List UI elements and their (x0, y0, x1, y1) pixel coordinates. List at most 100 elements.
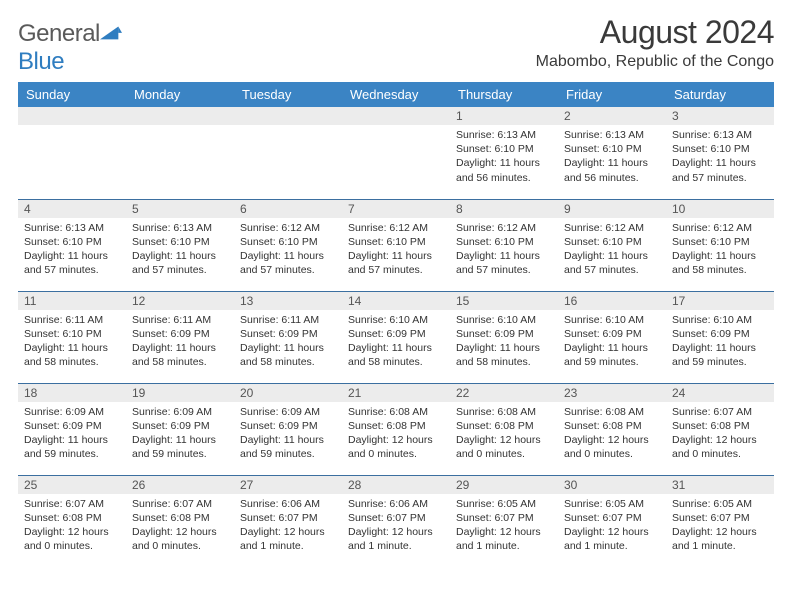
sunset-line: Sunset: 6:10 PM (24, 235, 120, 249)
daylight-line: Daylight: 11 hours and 57 minutes. (456, 249, 552, 277)
daylight-line: Daylight: 12 hours and 1 minute. (456, 525, 552, 553)
cell-body: Sunrise: 6:10 AMSunset: 6:09 PMDaylight:… (666, 310, 774, 376)
calendar-body: 1Sunrise: 6:13 AMSunset: 6:10 PMDaylight… (18, 107, 774, 567)
sunset-line: Sunset: 6:07 PM (348, 511, 444, 525)
calendar-cell: 24Sunrise: 6:07 AMSunset: 6:08 PMDayligh… (666, 383, 774, 475)
calendar-cell: 4Sunrise: 6:13 AMSunset: 6:10 PMDaylight… (18, 199, 126, 291)
cell-body (234, 125, 342, 134)
daylight-line: Daylight: 12 hours and 1 minute. (240, 525, 336, 553)
sunrise-line: Sunrise: 6:11 AM (240, 313, 336, 327)
sunset-line: Sunset: 6:10 PM (24, 327, 120, 341)
day-number: 13 (234, 292, 342, 310)
cell-body: Sunrise: 6:13 AMSunset: 6:10 PMDaylight:… (666, 125, 774, 191)
day-number: 20 (234, 384, 342, 402)
sunrise-line: Sunrise: 6:08 AM (348, 405, 444, 419)
sunset-line: Sunset: 6:08 PM (564, 419, 660, 433)
sunrise-line: Sunrise: 6:13 AM (132, 221, 228, 235)
sunset-line: Sunset: 6:08 PM (456, 419, 552, 433)
sunrise-line: Sunrise: 6:13 AM (672, 128, 768, 142)
sunrise-line: Sunrise: 6:08 AM (564, 405, 660, 419)
weekday-header: Sunday (18, 82, 126, 107)
day-number: 9 (558, 200, 666, 218)
daylight-line: Daylight: 11 hours and 59 minutes. (564, 341, 660, 369)
cell-body: Sunrise: 6:05 AMSunset: 6:07 PMDaylight:… (450, 494, 558, 560)
day-number (126, 107, 234, 125)
sunrise-line: Sunrise: 6:08 AM (456, 405, 552, 419)
sunrise-line: Sunrise: 6:09 AM (132, 405, 228, 419)
day-number: 31 (666, 476, 774, 494)
sunset-line: Sunset: 6:09 PM (132, 327, 228, 341)
daylight-line: Daylight: 12 hours and 0 minutes. (564, 433, 660, 461)
day-number: 11 (18, 292, 126, 310)
sunrise-line: Sunrise: 6:05 AM (672, 497, 768, 511)
day-number: 12 (126, 292, 234, 310)
sunrise-line: Sunrise: 6:10 AM (672, 313, 768, 327)
cell-body: Sunrise: 6:05 AMSunset: 6:07 PMDaylight:… (558, 494, 666, 560)
daylight-line: Daylight: 12 hours and 0 minutes. (672, 433, 768, 461)
sunset-line: Sunset: 6:10 PM (672, 235, 768, 249)
cell-body: Sunrise: 6:13 AMSunset: 6:10 PMDaylight:… (126, 218, 234, 284)
calendar-cell: 2Sunrise: 6:13 AMSunset: 6:10 PMDaylight… (558, 107, 666, 199)
day-number (234, 107, 342, 125)
sunset-line: Sunset: 6:10 PM (240, 235, 336, 249)
daylight-line: Daylight: 11 hours and 57 minutes. (24, 249, 120, 277)
calendar-cell: 6Sunrise: 6:12 AMSunset: 6:10 PMDaylight… (234, 199, 342, 291)
cell-body: Sunrise: 6:08 AMSunset: 6:08 PMDaylight:… (450, 402, 558, 468)
logo-text: General Blue (18, 20, 122, 76)
daylight-line: Daylight: 11 hours and 57 minutes. (132, 249, 228, 277)
daylight-line: Daylight: 11 hours and 57 minutes. (348, 249, 444, 277)
calendar-cell: 1Sunrise: 6:13 AMSunset: 6:10 PMDaylight… (450, 107, 558, 199)
month-title: August 2024 (536, 14, 774, 51)
cell-body (342, 125, 450, 134)
sunrise-line: Sunrise: 6:13 AM (564, 128, 660, 142)
day-number: 10 (666, 200, 774, 218)
calendar-cell: 3Sunrise: 6:13 AMSunset: 6:10 PMDaylight… (666, 107, 774, 199)
sunset-line: Sunset: 6:09 PM (348, 327, 444, 341)
day-number: 22 (450, 384, 558, 402)
sunrise-line: Sunrise: 6:07 AM (24, 497, 120, 511)
weekday-header: Friday (558, 82, 666, 107)
calendar-cell: 10Sunrise: 6:12 AMSunset: 6:10 PMDayligh… (666, 199, 774, 291)
sunrise-line: Sunrise: 6:13 AM (456, 128, 552, 142)
cell-body: Sunrise: 6:13 AMSunset: 6:10 PMDaylight:… (558, 125, 666, 191)
day-number: 15 (450, 292, 558, 310)
calendar-table: SundayMondayTuesdayWednesdayThursdayFrid… (18, 82, 774, 567)
calendar-row: 11Sunrise: 6:11 AMSunset: 6:10 PMDayligh… (18, 291, 774, 383)
cell-body: Sunrise: 6:10 AMSunset: 6:09 PMDaylight:… (558, 310, 666, 376)
daylight-line: Daylight: 11 hours and 57 minutes. (672, 156, 768, 184)
calendar-row: 25Sunrise: 6:07 AMSunset: 6:08 PMDayligh… (18, 475, 774, 567)
day-number: 4 (18, 200, 126, 218)
daylight-line: Daylight: 11 hours and 58 minutes. (132, 341, 228, 369)
calendar-cell: 30Sunrise: 6:05 AMSunset: 6:07 PMDayligh… (558, 475, 666, 567)
cell-body: Sunrise: 6:08 AMSunset: 6:08 PMDaylight:… (558, 402, 666, 468)
calendar-cell: 9Sunrise: 6:12 AMSunset: 6:10 PMDaylight… (558, 199, 666, 291)
sunrise-line: Sunrise: 6:11 AM (132, 313, 228, 327)
calendar-page: General Blue August 2024 Mabombo, Republ… (0, 0, 792, 612)
logo-word1: General (18, 20, 100, 47)
calendar-cell: 19Sunrise: 6:09 AMSunset: 6:09 PMDayligh… (126, 383, 234, 475)
sunrise-line: Sunrise: 6:11 AM (24, 313, 120, 327)
cell-body: Sunrise: 6:10 AMSunset: 6:09 PMDaylight:… (342, 310, 450, 376)
calendar-row: 4Sunrise: 6:13 AMSunset: 6:10 PMDaylight… (18, 199, 774, 291)
calendar-cell: 14Sunrise: 6:10 AMSunset: 6:09 PMDayligh… (342, 291, 450, 383)
calendar-cell: 11Sunrise: 6:11 AMSunset: 6:10 PMDayligh… (18, 291, 126, 383)
sunset-line: Sunset: 6:09 PM (132, 419, 228, 433)
title-block: August 2024 Mabombo, Republic of the Con… (536, 14, 774, 71)
sunset-line: Sunset: 6:08 PM (132, 511, 228, 525)
day-number: 2 (558, 107, 666, 125)
calendar-cell: 17Sunrise: 6:10 AMSunset: 6:09 PMDayligh… (666, 291, 774, 383)
day-number: 28 (342, 476, 450, 494)
cell-body: Sunrise: 6:07 AMSunset: 6:08 PMDaylight:… (126, 494, 234, 560)
cell-body: Sunrise: 6:09 AMSunset: 6:09 PMDaylight:… (126, 402, 234, 468)
day-number (342, 107, 450, 125)
cell-body: Sunrise: 6:11 AMSunset: 6:10 PMDaylight:… (18, 310, 126, 376)
day-number: 7 (342, 200, 450, 218)
sunrise-line: Sunrise: 6:07 AM (672, 405, 768, 419)
cell-body: Sunrise: 6:12 AMSunset: 6:10 PMDaylight:… (666, 218, 774, 284)
sunset-line: Sunset: 6:09 PM (240, 419, 336, 433)
sunset-line: Sunset: 6:09 PM (564, 327, 660, 341)
daylight-line: Daylight: 12 hours and 1 minute. (564, 525, 660, 553)
sunset-line: Sunset: 6:10 PM (564, 142, 660, 156)
calendar-cell: 29Sunrise: 6:05 AMSunset: 6:07 PMDayligh… (450, 475, 558, 567)
sunrise-line: Sunrise: 6:12 AM (348, 221, 444, 235)
